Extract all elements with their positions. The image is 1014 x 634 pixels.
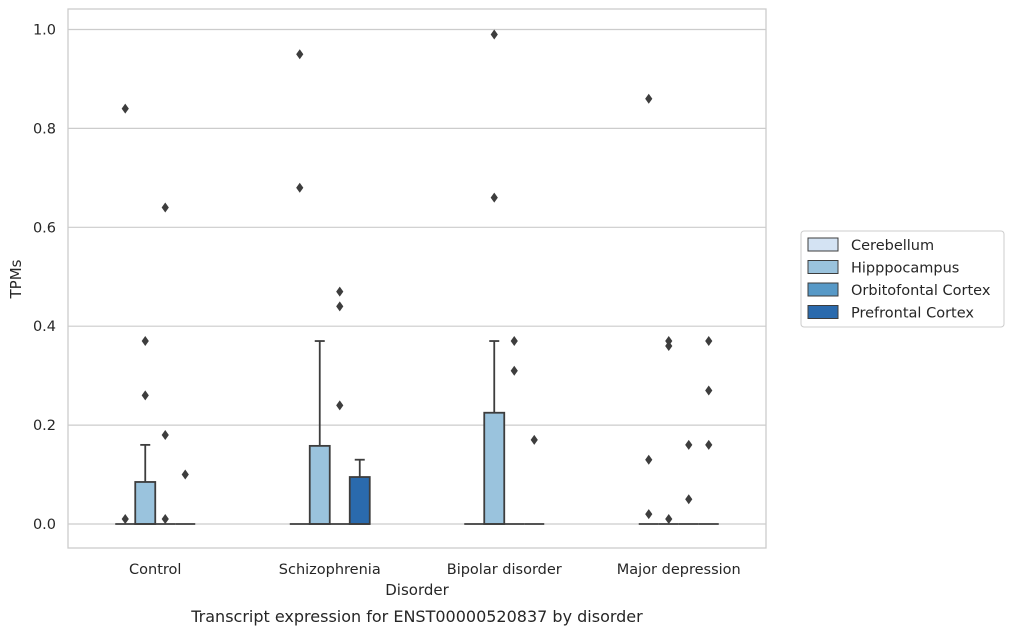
- outlier-points: [121, 29, 713, 525]
- outlier-point: [665, 514, 673, 525]
- outlier-point: [296, 182, 304, 193]
- outlier-point: [141, 336, 149, 347]
- legend-label: Orbitofontal Cortex: [851, 283, 991, 299]
- x-tick-label: Schizophrenia: [279, 562, 381, 578]
- legend-swatch: [807, 282, 839, 297]
- outlier-point: [665, 336, 673, 347]
- y-tick-label: 0.6: [33, 220, 56, 236]
- plot-background: [68, 9, 766, 548]
- y-tick-label: 0.2: [33, 418, 56, 434]
- box-iqr: [134, 481, 157, 525]
- outlier-point: [510, 365, 518, 376]
- box-hipppocampus: [483, 340, 506, 525]
- y-tick-label: 0.4: [33, 319, 56, 335]
- outlier-point: [705, 385, 713, 396]
- outlier-point: [490, 192, 498, 203]
- outlier-point: [685, 494, 693, 505]
- outlier-point: [645, 509, 653, 520]
- legend: Cerebellum Hipppocampus Orbitofontal Corte…: [800, 230, 1005, 328]
- box-prefrontal-cortex: [348, 458, 371, 525]
- y-tick-label: 1.0: [33, 23, 56, 39]
- outlier-point: [181, 469, 189, 480]
- x-axis-label: Disorder: [385, 581, 449, 599]
- chart-caption: Transcript expression for ENST0000052083…: [190, 607, 643, 626]
- box-iqr: [348, 476, 371, 525]
- legend-frame: [800, 230, 1005, 328]
- x-tick-label: Bipolar disorder: [447, 562, 562, 578]
- legend-label: Hipppocampus: [851, 261, 959, 277]
- legend-label: Cerebellum: [851, 238, 934, 254]
- box-groups: [115, 340, 719, 525]
- x-tick-labels: Control Schizophrenia Bipolar disorder Majo…: [129, 562, 741, 578]
- outlier-point: [336, 400, 344, 411]
- outlier-point: [510, 336, 518, 347]
- box-hipppocampus: [308, 340, 331, 525]
- outlier-point: [121, 514, 129, 525]
- outlier-point: [161, 429, 169, 440]
- outlier-point: [530, 434, 538, 445]
- outlier-point: [685, 439, 693, 450]
- box-iqr: [308, 444, 331, 525]
- outlier-point: [336, 301, 344, 312]
- x-tick-label: Control: [129, 562, 181, 578]
- y-tick-label: 0.8: [33, 121, 56, 137]
- outlier-point: [336, 286, 344, 297]
- outlier-point: [490, 29, 498, 40]
- outlier-point: [645, 454, 653, 465]
- outlier-point: [296, 49, 304, 60]
- outlier-point: [121, 103, 129, 114]
- y-tick-label: 0.0: [33, 517, 56, 533]
- legend-swatch: [807, 237, 839, 252]
- x-tick-label: Major depression: [617, 562, 741, 578]
- outlier-point: [705, 439, 713, 450]
- y-tick-labels: 0.0 0.2 0.4 0.6 0.8 1.0: [33, 23, 56, 534]
- box-hipppocampus: [134, 443, 157, 525]
- outlier-point: [141, 390, 149, 401]
- legend-swatch: [807, 305, 839, 319]
- outlier-point: [705, 336, 713, 347]
- box-iqr: [483, 411, 506, 525]
- plot-frame: [67, 8, 767, 549]
- outlier-point: [645, 93, 653, 104]
- y-axis-label: TPMs: [7, 259, 25, 299]
- outlier-point: [161, 202, 169, 213]
- legend-swatch: [807, 260, 839, 274]
- outlier-point: [161, 514, 169, 525]
- legend-label: Prefrontal Cortex: [851, 306, 974, 322]
